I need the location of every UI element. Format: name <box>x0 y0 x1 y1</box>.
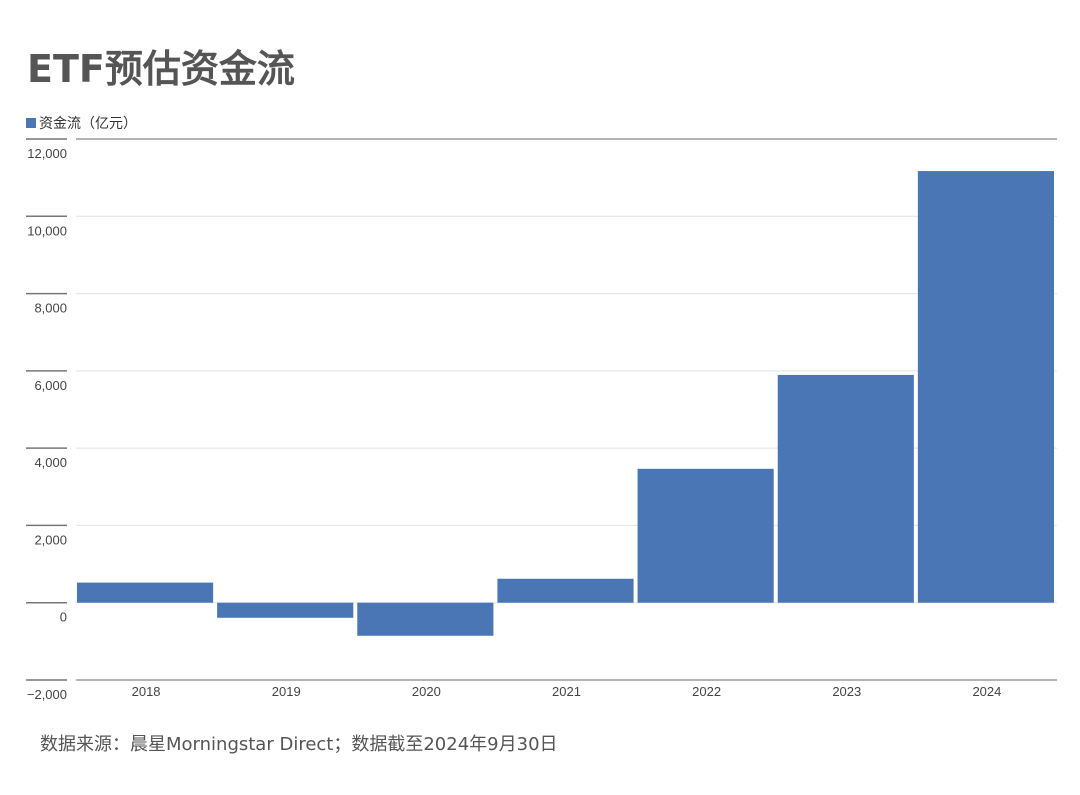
bar-2019 <box>217 602 354 618</box>
bar-2024 <box>917 171 1054 603</box>
y-tick-label: 12,000 <box>27 146 67 161</box>
legend-swatch <box>26 118 36 128</box>
legend-label: 资金流（亿元） <box>39 116 137 132</box>
x-tick-label: 2018 <box>132 684 161 699</box>
y-tick-label: 8,000 <box>34 301 67 316</box>
bar-2021 <box>497 578 634 603</box>
x-tick-label: 2023 <box>832 684 861 699</box>
y-tick-label: 0 <box>60 610 67 625</box>
x-tick-label: 2024 <box>972 684 1001 699</box>
y-tick-label: −2,000 <box>27 687 67 702</box>
x-tick-label: 2021 <box>552 684 581 699</box>
x-tick-label: 2020 <box>412 684 441 699</box>
source-note: 数据来源：晨星Morningstar Direct；数据截至2024年9月30日 <box>40 734 558 755</box>
bar-2022 <box>637 468 774 603</box>
bar-2023 <box>777 374 914 603</box>
y-tick-label: 10,000 <box>27 223 67 238</box>
y-tick-label: 4,000 <box>34 455 67 470</box>
x-tick-label: 2022 <box>692 684 721 699</box>
x-tick-label: 2019 <box>272 684 301 699</box>
chart-title: ETF预估资金流 <box>27 47 295 91</box>
bar-2018 <box>77 582 214 603</box>
y-tick-label: 6,000 <box>34 378 67 393</box>
legend: 资金流（亿元） <box>26 113 137 133</box>
bar-2020 <box>357 602 494 636</box>
y-tick-label: 2,000 <box>34 532 67 547</box>
